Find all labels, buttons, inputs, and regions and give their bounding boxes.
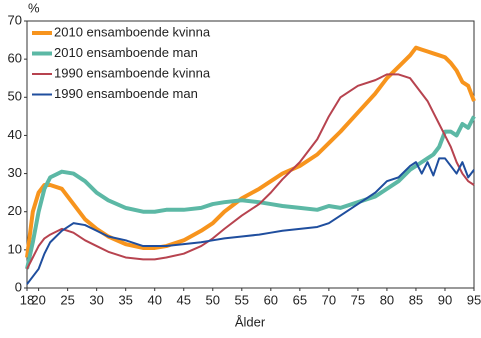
y-tick-label: 30	[8, 165, 22, 180]
x-tick-label: 20	[31, 292, 45, 307]
legend-label: 2010 ensamboende kvinna	[54, 24, 211, 39]
y-tick-label: 0	[15, 279, 22, 294]
x-axis-label: Ålder	[235, 314, 266, 329]
y-tick-label: 50	[8, 89, 22, 104]
series-line	[25, 45, 476, 258]
x-tick-label: 85	[409, 292, 423, 307]
x-tick-label: 40	[147, 292, 161, 307]
x-tick-label: 70	[322, 292, 336, 307]
legend-label: 1990 ensamboende man	[54, 86, 198, 101]
y-tick-label: 10	[8, 241, 22, 256]
legend-label: 2010 ensamboende man	[54, 45, 198, 60]
x-tick-label: 18	[20, 292, 34, 307]
legend-label: 1990 ensamboende kvinna	[54, 65, 211, 80]
x-tick-label: 30	[89, 292, 103, 307]
x-tick-label: 50	[206, 292, 220, 307]
x-tick-label: 80	[380, 292, 394, 307]
x-tick-label: 45	[177, 292, 191, 307]
x-tick-label: 60	[264, 292, 278, 307]
y-tick-label: 40	[8, 127, 22, 142]
x-tick-label: 65	[293, 292, 307, 307]
x-tick-label: 55	[235, 292, 249, 307]
series-line	[26, 73, 475, 270]
plot-frame	[26, 20, 475, 289]
y-tick-label: 60	[8, 51, 22, 66]
x-tick-label: 95	[467, 292, 481, 307]
series-line	[25, 115, 476, 270]
x-tick-label: 90	[438, 292, 452, 307]
y-tick-label: 20	[8, 203, 22, 218]
series-line	[26, 157, 475, 285]
x-tick-label: 35	[118, 292, 132, 307]
x-tick-label: 75	[351, 292, 365, 307]
y-tick-label: 70	[8, 12, 22, 27]
x-tick-label: 25	[60, 292, 74, 307]
y-axis-label: %	[28, 0, 40, 15]
